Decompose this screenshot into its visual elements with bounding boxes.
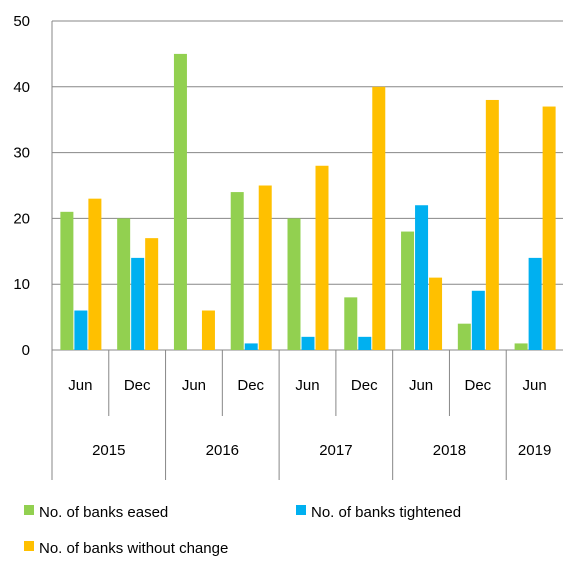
- bar: [514, 343, 528, 350]
- bar: [344, 297, 358, 350]
- bar: [131, 257, 145, 350]
- x-tick-label: Dec: [237, 377, 264, 394]
- legend-swatch: [24, 505, 34, 515]
- bar: [401, 231, 415, 350]
- legend-label: No. of banks tightened: [311, 504, 461, 521]
- bar: [358, 336, 372, 350]
- x-tick-label: Jun: [68, 377, 92, 394]
- bar: [485, 99, 499, 351]
- bar: [429, 277, 443, 350]
- legend-label: No. of banks without change: [39, 540, 228, 557]
- year-label: 2015: [92, 442, 125, 459]
- bar: [471, 290, 485, 350]
- bar: [201, 310, 215, 350]
- year-label: 2019: [518, 442, 551, 459]
- x-tick-label: Jun: [182, 377, 206, 394]
- bar: [372, 86, 386, 351]
- year-label: 2017: [319, 442, 352, 459]
- y-tick-label: 50: [13, 13, 30, 30]
- bar: [258, 185, 272, 350]
- x-tick-label: Dec: [351, 377, 378, 394]
- x-tick-label: Jun: [523, 377, 547, 394]
- bar: [173, 53, 187, 351]
- legend-swatch: [296, 505, 306, 515]
- bar: [230, 192, 244, 350]
- bar: [74, 310, 88, 350]
- legend-swatch: [24, 541, 34, 551]
- bar: [542, 106, 556, 350]
- x-tick-label: Dec: [464, 377, 491, 394]
- bar: [244, 343, 258, 350]
- x-tick-label: Dec: [124, 377, 151, 394]
- bar: [301, 336, 315, 350]
- bar: [315, 165, 329, 350]
- y-tick-label: 10: [13, 276, 30, 293]
- bar: [60, 211, 74, 350]
- y-tick-label: 0: [22, 342, 30, 359]
- bar: [457, 323, 471, 350]
- y-tick-label: 20: [13, 210, 30, 227]
- y-tick-label: 40: [13, 79, 30, 96]
- y-tick-label: 30: [13, 145, 30, 162]
- bar: [528, 257, 542, 350]
- bar: [88, 198, 102, 350]
- x-tick-label: Jun: [409, 377, 433, 394]
- year-label: 2018: [433, 442, 466, 459]
- legend-label: No. of banks eased: [39, 504, 168, 521]
- bar: [287, 218, 301, 350]
- x-tick-label: Jun: [295, 377, 319, 394]
- bar: [145, 238, 159, 350]
- year-label: 2016: [206, 442, 239, 459]
- bar: [415, 205, 429, 350]
- bar: [117, 218, 131, 350]
